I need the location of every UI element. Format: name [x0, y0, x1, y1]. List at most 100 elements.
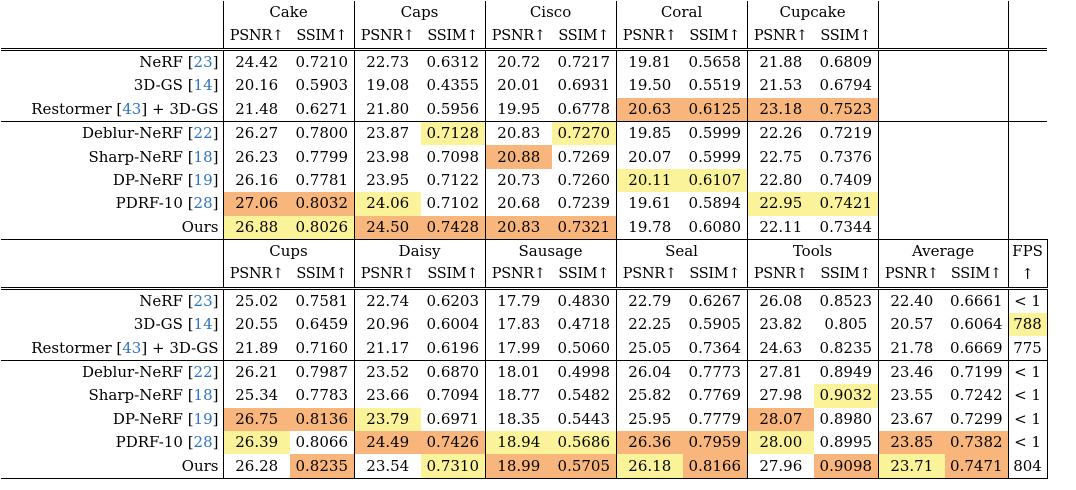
psnr-value: 18.94	[485, 431, 553, 455]
scene-header-coral: Coral	[616, 1, 748, 25]
method-header-empty	[1, 238, 224, 264]
method-cell: Deblur-NeRF [22]	[1, 359, 224, 385]
ssim-value: 0.6271	[290, 97, 355, 122]
ssim-value: 0.8523	[814, 288, 879, 314]
psnr-value: 23.98	[366, 147, 410, 166]
ssim-value: 0.7987	[290, 359, 355, 385]
ssim-value: 0.7219	[814, 120, 879, 146]
citation-link[interactable]: 22	[193, 124, 213, 143]
citation-link[interactable]: 43	[122, 99, 142, 118]
ssim-value: 0.6312	[421, 49, 486, 75]
ssim-value: 0.8949	[814, 359, 879, 385]
citation-link[interactable]: 14	[193, 315, 213, 334]
ssim-value: 0.4355	[421, 74, 486, 98]
psnr-value: 23.46	[878, 359, 946, 385]
metric-header-blank	[945, 24, 1009, 51]
empty-cell	[878, 145, 945, 168]
metric-header-blank	[878, 24, 946, 51]
ssim-value: 0.7800	[290, 120, 355, 146]
psnr-value: 20.63	[616, 97, 684, 122]
table-row: NeRF [23] 25.02 0.7581 22.74 0.6203 17.79 0.48…	[1, 288, 1048, 314]
psnr-value: 20.72	[497, 52, 541, 71]
citation-link[interactable]: 18	[193, 386, 213, 405]
method-name: Deblur-NeRF	[82, 363, 183, 382]
metric-header-psnr: PSNR↑	[354, 263, 422, 290]
ssim-value: 0.9098	[814, 454, 879, 479]
psnr-value: 24.63	[759, 338, 803, 357]
empty-cell	[878, 120, 946, 146]
psnr-value: 26.16	[235, 170, 279, 189]
metric-header-ssim: SSIM↑	[290, 24, 355, 51]
citation-link[interactable]: 23	[193, 52, 213, 71]
ssim-value: 0.8136	[290, 407, 355, 432]
ssim-value: 0.7344	[814, 215, 879, 240]
metric-header-ssim: SSIM↑	[814, 263, 879, 290]
method-name: Ours	[181, 456, 219, 475]
fps-header: FPS	[1008, 238, 1048, 264]
metric-header-psnr: PSNR↑	[616, 24, 684, 51]
citation-link[interactable]: 28	[193, 194, 213, 213]
metric-header-row: PSNR↑ SSIM↑ PSNR↑ SSIM↑ PSNR↑ SSIM↑ PSNR↑ SSIM↑…	[1, 24, 1048, 51]
empty-cell	[878, 169, 945, 192]
empty-cell	[945, 215, 1009, 240]
citation-link[interactable]: 28	[193, 433, 213, 452]
psnr-value: 21.78	[890, 338, 934, 357]
method-cell: PDRF-10 [28]	[1, 192, 224, 216]
psnr-value: 20.68	[497, 194, 541, 213]
citation-link[interactable]: 43	[122, 338, 142, 357]
ssim-value: 0.7428	[421, 215, 486, 240]
scene-header-row: Cake Caps Cisco Coral Cupcake	[1, 1, 1047, 25]
psnr-value: 20.07	[628, 147, 672, 166]
psnr-value: 21.88	[759, 52, 803, 71]
psnr-value: 22.40	[890, 291, 934, 310]
table-block-1: Cake Caps Cisco Coral Cupcake PSNR↑ SSIM↑ PSNR↑…	[1, 1, 1048, 240]
ssim-value: 0.7321	[552, 215, 617, 240]
psnr-value: 19.61	[628, 194, 672, 213]
method-cell: Ours	[1, 454, 224, 479]
fps-value: < 1	[1008, 359, 1048, 385]
metric-header-psnr: PSNR↑	[223, 263, 290, 290]
citation-link[interactable]: 19	[193, 409, 213, 428]
table-row: DP-NeRF [19] 26.16 0.7781 23.95 0.7122 20.73 0…	[1, 168, 1047, 193]
ssim-value: 0.5519	[683, 74, 748, 98]
empty-cell	[1008, 145, 1047, 168]
empty-cell	[878, 98, 945, 122]
ssim-value: 0.7364	[683, 336, 748, 361]
empty-cell	[945, 74, 1009, 98]
method-cell: 3D-GS [14]	[1, 313, 224, 337]
psnr-value: 17.79	[497, 291, 541, 310]
citation-link[interactable]: 23	[193, 291, 213, 310]
ssim-value: 0.6661	[945, 288, 1009, 314]
metric-header-psnr: PSNR↑	[747, 24, 815, 51]
citation-link[interactable]: 22	[193, 363, 213, 382]
method-name: NeRF	[139, 291, 183, 310]
psnr-value: 23.85	[878, 431, 946, 455]
ssim-value: 0.5060	[552, 336, 617, 361]
psnr-value: 23.52	[354, 359, 422, 385]
ssim-value: 0.7260	[552, 168, 617, 193]
ssim-value: 0.6971	[421, 407, 486, 432]
psnr-value: 26.36	[616, 431, 684, 455]
method-suffix: + 3D-GS	[147, 99, 219, 118]
empty-cell	[878, 215, 946, 240]
method-name: PDRF-10	[115, 433, 183, 452]
empty-cell	[878, 49, 945, 74]
fps-value: 775	[1008, 336, 1048, 361]
ssim-value: 0.7210	[290, 49, 355, 75]
empty-cell	[945, 49, 1009, 75]
psnr-value: 26.18	[616, 454, 684, 479]
table-row: Ours 26.88 0.8026 24.50 0.7428 20.83 0.7321 19.…	[1, 215, 1048, 240]
psnr-value: 19.50	[628, 76, 672, 95]
psnr-value: 22.74	[366, 291, 410, 310]
empty-cell	[945, 192, 1009, 216]
ssim-value: 0.5905	[683, 313, 748, 337]
psnr-value: 28.00	[747, 431, 815, 455]
fps-value: < 1	[1008, 407, 1048, 432]
psnr-value: 22.75	[759, 147, 803, 166]
scene-header-row: Cups Daisy Sausage Seal Tools Average FPS	[1, 238, 1048, 264]
citation-link[interactable]: 19	[193, 170, 213, 189]
citation-link[interactable]: 18	[193, 147, 213, 166]
ssim-value: 0.6064	[945, 313, 1009, 337]
citation-link[interactable]: 14	[193, 76, 213, 95]
psnr-value: 26.39	[223, 431, 290, 455]
